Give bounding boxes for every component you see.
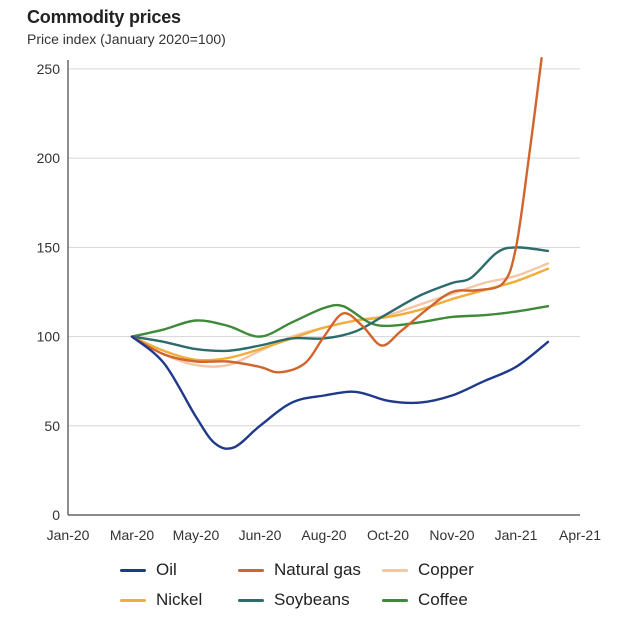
y-tick-label: 250 [37, 61, 61, 77]
x-tick-label: Aug-20 [301, 527, 346, 543]
legend-label: Coffee [418, 590, 468, 609]
y-tick-label: 100 [37, 329, 61, 345]
legend-item: Nickel [120, 590, 202, 610]
legend-label: Nickel [156, 590, 203, 609]
legend-swatch [238, 568, 264, 572]
legend-label: Oil [156, 560, 177, 579]
legend-item: Oil [120, 560, 177, 580]
x-tick-label: Jan-20 [47, 527, 90, 543]
legend-label: Soybeans [274, 590, 350, 609]
series-line-natural-gas [130, 57, 543, 374]
legend-item: Natural gas [238, 560, 361, 580]
y-tick-label: 200 [37, 150, 61, 166]
x-tick-label: Mar-20 [110, 527, 155, 543]
legend-swatch [382, 568, 408, 572]
chart-subtitle: Price index (January 2020=100) [27, 31, 226, 47]
x-tick-label: Jan-21 [495, 527, 538, 543]
legend-item: Coffee [382, 590, 468, 610]
x-tick-label: Nov-20 [429, 527, 474, 543]
legend-item: Soybeans [238, 590, 350, 610]
legend-swatch [120, 598, 146, 602]
legend-label: Natural gas [274, 560, 361, 579]
legend-swatch [238, 598, 264, 602]
y-tick-label: 150 [37, 239, 61, 255]
legend-label: Copper [418, 560, 474, 579]
chart-legend: Oil Natural gas Copper Nickel Soybeans Coffee [120, 560, 500, 620]
x-tick-label: Jun-20 [239, 527, 282, 543]
x-tick-label: Oct-20 [367, 527, 409, 543]
x-tick-label: May-20 [173, 527, 220, 543]
chart-title: Commodity prices [27, 7, 181, 27]
legend-swatch [382, 598, 408, 602]
legend-item: Copper [382, 560, 474, 580]
series-line-oil [130, 335, 550, 450]
series-line-coffee [130, 303, 550, 338]
series-line-soybeans [130, 246, 550, 353]
series-line-nickel [130, 267, 550, 362]
x-tick-label: Apr-21 [559, 527, 601, 543]
y-tick-label: 0 [52, 507, 60, 523]
legend-swatch [120, 568, 146, 572]
y-tick-label: 50 [44, 418, 60, 434]
